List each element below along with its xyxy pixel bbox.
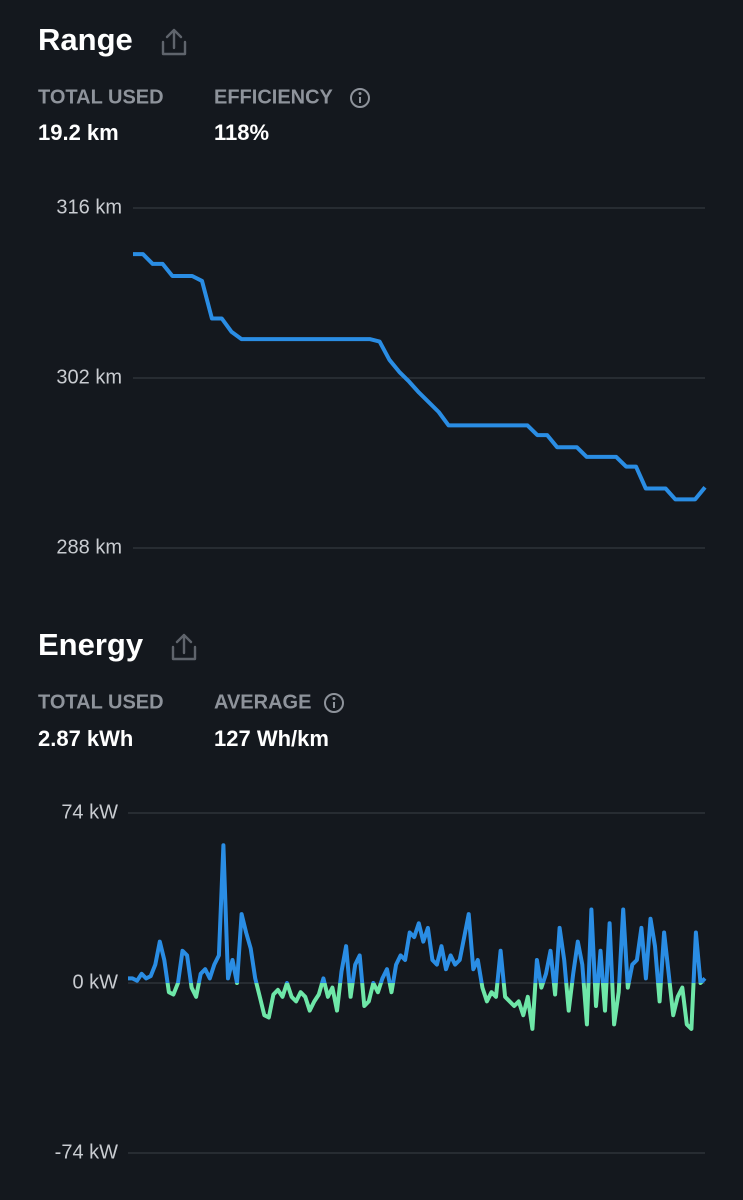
- negative-line: [165, 983, 704, 1031]
- stat-value: 19.2 km: [38, 120, 119, 145]
- share-icon[interactable]: [171, 633, 197, 661]
- stat-label: EFFICIENCY: [214, 86, 334, 108]
- section-title: Range: [38, 22, 133, 57]
- line: [133, 252, 707, 502]
- y-tick-label: 316 km: [56, 196, 122, 218]
- y-tick-label: -74 kW: [55, 1141, 118, 1163]
- y-tick-label: 0 kW: [72, 971, 118, 993]
- info-icon[interactable]: [350, 88, 370, 108]
- share-icon[interactable]: [161, 28, 187, 56]
- info-icon[interactable]: [324, 693, 344, 713]
- stat-label: TOTAL USED: [38, 86, 164, 108]
- positive-line: [128, 843, 707, 983]
- stat-value: 2.87 kWh: [38, 726, 133, 751]
- y-tick-label: 74 kW: [61, 801, 118, 823]
- stat-label: AVERAGE: [214, 691, 311, 713]
- section-title: Energy: [38, 627, 144, 662]
- y-tick-label: 288 km: [56, 536, 122, 558]
- y-tick-label: 302 km: [56, 366, 122, 388]
- stat-value: 118%: [214, 120, 269, 145]
- stat-value: 127 Wh/km: [214, 726, 329, 751]
- stat-label: TOTAL USED: [38, 691, 164, 713]
